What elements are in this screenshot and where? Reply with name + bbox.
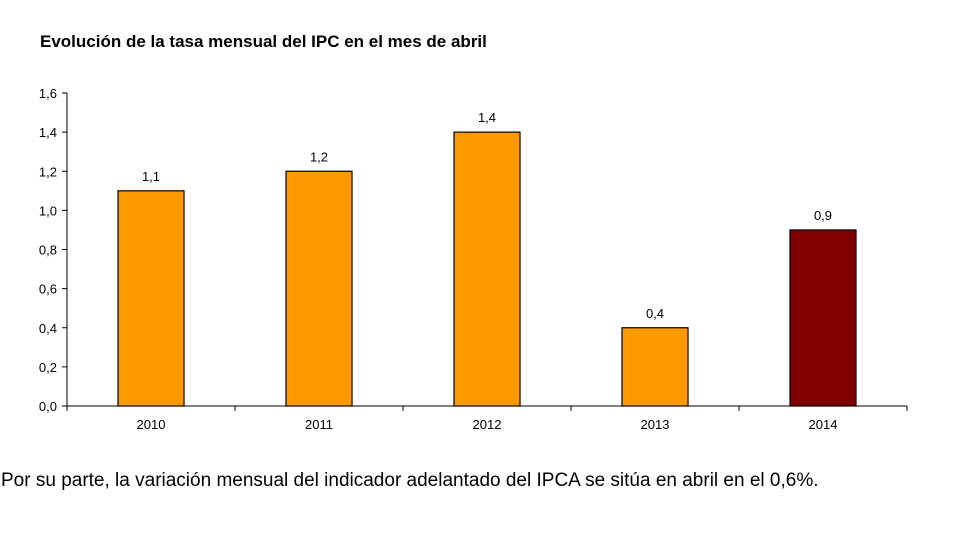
y-tick-label: 0,8 bbox=[39, 243, 57, 258]
y-tick-label: 1,0 bbox=[39, 203, 57, 218]
y-tick-label: 1,6 bbox=[39, 86, 57, 101]
x-category-label-2012: 2012 bbox=[473, 417, 502, 432]
bar-2010 bbox=[117, 190, 185, 407]
data-label-2011: 1,2 bbox=[310, 149, 328, 164]
bar-chart: 0,0 0,2 0,4 0,6 0,8 1,0 1,2 1,4 1,6 1,1 2010 1,2 201… bbox=[39, 86, 908, 432]
x-category-label-2014: 2014 bbox=[809, 417, 838, 432]
x-category-label-2010: 2010 bbox=[137, 417, 166, 432]
x-category-label-2013: 2013 bbox=[641, 417, 670, 432]
bar-2014 bbox=[789, 229, 857, 407]
bar-2013 bbox=[621, 327, 689, 407]
y-tick-label: 1,4 bbox=[39, 125, 57, 140]
y-tick-label: 1,2 bbox=[39, 164, 57, 179]
data-label-2010: 1,1 bbox=[142, 169, 160, 184]
data-label-2014: 0,9 bbox=[814, 208, 832, 223]
chart-title: Evolución de la tasa mensual del IPC en … bbox=[40, 32, 487, 51]
data-label-2013: 0,4 bbox=[646, 306, 664, 321]
y-tick-label: 0,4 bbox=[39, 321, 57, 336]
y-tick-label: 0,2 bbox=[39, 360, 57, 375]
body-paragraph: Por su parte, la variación mensual del i… bbox=[1, 470, 819, 491]
x-category-label-2011: 2011 bbox=[305, 417, 333, 432]
bar-2012 bbox=[453, 131, 521, 407]
bar-2011 bbox=[285, 170, 353, 407]
data-label-2012: 1,4 bbox=[478, 110, 496, 125]
y-tick-label: 0,0 bbox=[39, 399, 57, 414]
y-tick-label: 0,6 bbox=[39, 282, 57, 297]
